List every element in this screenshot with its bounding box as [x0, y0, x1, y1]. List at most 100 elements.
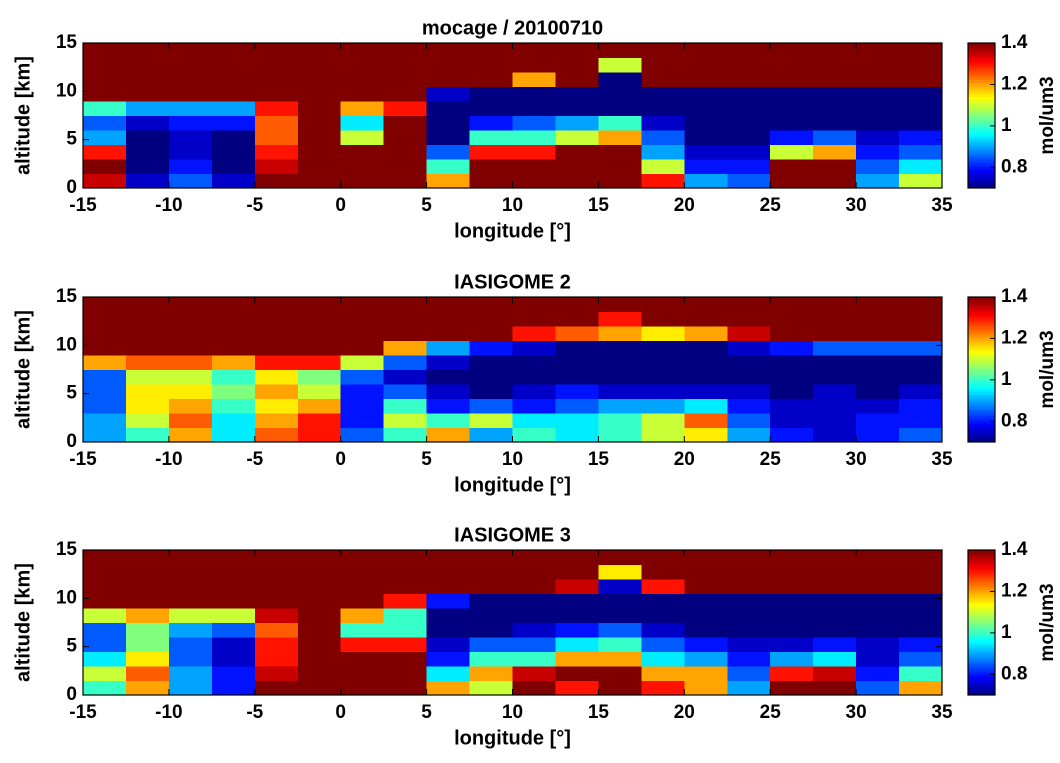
heatmap-cell: [641, 622, 685, 638]
y-tick-label: 0: [66, 177, 77, 198]
colorbar: [968, 43, 995, 189]
heatmap-cell: [83, 144, 127, 160]
heatmap-cell: [426, 666, 471, 682]
heatmap-cell: [856, 355, 900, 371]
heatmap-cell: [254, 130, 299, 146]
heatmap-cell: [168, 637, 213, 653]
colorbar-step: [968, 149, 995, 153]
heatmap-cell: [727, 72, 771, 88]
heatmap-cell: [555, 593, 599, 609]
heatmap-cell: [125, 564, 170, 580]
heatmap-cell: [297, 355, 342, 371]
heatmap-cell: [125, 326, 170, 342]
colorbar-step: [968, 62, 995, 66]
heatmap-cell: [598, 72, 642, 88]
heatmap-cell: [512, 427, 557, 443]
heatmap-cell: [297, 413, 342, 429]
heatmap-cell: [254, 384, 299, 400]
heatmap-cell: [899, 427, 943, 443]
colorbar-step: [968, 156, 995, 160]
heatmap-cell: [856, 86, 900, 102]
heatmap-cell: [770, 369, 814, 385]
heatmap-cell: [856, 43, 900, 59]
heatmap-cell: [83, 173, 127, 189]
colorbar-step: [968, 598, 995, 602]
heatmap-cell: [512, 43, 557, 59]
heatmap-cell: [297, 130, 342, 146]
heatmap-cell: [211, 355, 256, 371]
heatmap-cell: [684, 115, 728, 131]
heatmap-cell: [813, 144, 857, 160]
colorbar-step: [968, 675, 995, 679]
heatmap-cell: [168, 355, 213, 371]
heatmap-cell: [469, 115, 514, 131]
x-tick-label: 25: [760, 449, 782, 470]
heatmap-cell: [770, 579, 814, 595]
colorbar-step: [968, 405, 995, 409]
heatmap-cell: [83, 115, 127, 131]
colorbar-step: [968, 98, 995, 102]
heatmap-cell: [684, 608, 728, 624]
x-axis-label: longitude [°]: [454, 474, 571, 496]
heatmap-cell: [211, 369, 256, 385]
heatmap-cell: [211, 159, 256, 175]
heatmap-cell: [512, 355, 557, 371]
colorbar-step: [968, 680, 995, 684]
heatmap-cell: [727, 384, 771, 400]
heatmap-cell: [383, 680, 428, 696]
heatmap-cell: [512, 579, 557, 595]
heatmap-cell: [254, 297, 299, 313]
colorbar-step: [968, 367, 995, 371]
heatmap-cell: [340, 651, 385, 667]
heatmap-cell: [340, 115, 385, 131]
heatmap-cell: [770, 130, 814, 146]
heatmap-cell: [83, 666, 127, 682]
heatmap-cell: [684, 340, 728, 356]
heatmap-cell: [340, 608, 385, 624]
x-tick-label: 0: [335, 195, 346, 216]
heatmap-cell: [512, 72, 557, 88]
heatmap-cell: [727, 550, 771, 566]
heatmap-cell: [340, 680, 385, 696]
heatmap-cell: [211, 651, 256, 667]
heatmap-cell: [641, 550, 685, 566]
heatmap-cell: [254, 86, 299, 102]
heatmap-cell: [684, 622, 728, 638]
colorbar-step: [968, 125, 995, 129]
heatmap-cell: [555, 326, 599, 342]
heatmap-cell: [684, 666, 728, 682]
y-tick-label: 15: [56, 286, 78, 307]
colorbar-step: [968, 105, 995, 109]
colorbar-step: [968, 301, 995, 305]
heatmap-cell: [254, 579, 299, 595]
heatmap-cell: [254, 637, 299, 653]
heatmap-cell: [770, 57, 814, 73]
heatmap-cell: [383, 579, 428, 595]
heatmap-cell: [83, 340, 127, 356]
heatmap-cell: [770, 311, 814, 327]
heatmap-cell: [168, 173, 213, 189]
heatmap-cell: [770, 144, 814, 160]
heatmap-cell: [297, 666, 342, 682]
heatmap-cell: [426, 413, 471, 429]
heatmap-cell: [211, 72, 256, 88]
heatmap-cell: [813, 340, 857, 356]
heatmap-cell: [83, 427, 127, 443]
x-axis-label: longitude [°]: [454, 727, 571, 749]
colorbar-step: [968, 306, 995, 310]
heatmap-cell: [83, 72, 127, 88]
heatmap-cell: [598, 326, 642, 342]
heatmap-cell: [83, 579, 127, 595]
heatmap-cell: [83, 384, 127, 400]
heatmap-cell: [125, 680, 170, 696]
heatmap-cell: [340, 413, 385, 429]
colorbar-step: [968, 398, 995, 402]
heatmap-cell: [340, 369, 385, 385]
heatmap-cell: [641, 115, 685, 131]
heatmap-cell: [383, 72, 428, 88]
heatmap-cell: [555, 579, 599, 595]
heatmap-cell: [211, 57, 256, 73]
heatmap-cell: [684, 384, 728, 400]
heatmap-cell: [469, 369, 514, 385]
